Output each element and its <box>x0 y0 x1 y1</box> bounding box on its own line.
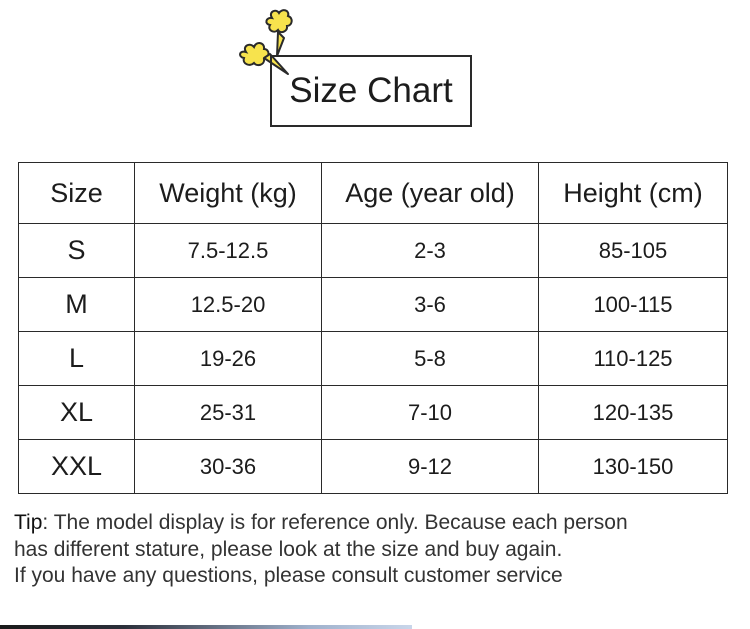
table-row: M 12.5-20 3-6 100-115 <box>18 277 728 332</box>
puff-cloud-icon <box>239 9 293 75</box>
tip-text-1: The model display is for reference only.… <box>53 511 628 534</box>
table-row: XL 25-31 7-10 120-135 <box>18 385 728 440</box>
page-title: Size Chart <box>289 71 453 110</box>
size-chart-title: Size Chart <box>270 55 472 127</box>
height-cell: 100-115 <box>538 277 728 332</box>
weight-cell: 7.5-12.5 <box>134 223 322 278</box>
size-cell: XXL <box>18 439 135 494</box>
column-header-weight: Weight (kg) <box>134 162 322 224</box>
age-cell: 5-8 <box>321 331 539 386</box>
height-cell: 130-150 <box>538 439 728 494</box>
height-cell: 110-125 <box>538 331 728 386</box>
weight-cell: 12.5-20 <box>134 277 322 332</box>
column-header-height: Height (cm) <box>538 162 728 224</box>
size-table: Size Weight (kg) Age (year old) Height (… <box>18 162 728 494</box>
table-row: L 19-26 5-8 110-125 <box>18 331 728 386</box>
age-cell: 7-10 <box>321 385 539 440</box>
tip-line-2: has different stature, please look at th… <box>14 537 563 561</box>
table-header-row: Size Weight (kg) Age (year old) Height (… <box>18 162 728 224</box>
height-cell: 120-135 <box>538 385 728 440</box>
weight-cell: 25-31 <box>134 385 322 440</box>
tip-line-3: If you have any questions, please consul… <box>14 564 563 587</box>
size-cell: M <box>18 277 135 332</box>
tip-line-1: Tip: The model display is for reference … <box>14 510 744 537</box>
size-cell: S <box>18 223 135 278</box>
column-header-age: Age (year old) <box>321 162 539 224</box>
tip-separator: : <box>42 511 54 534</box>
height-cell: 85-105 <box>538 223 728 278</box>
table-row: XXL 30-36 9-12 130-150 <box>18 439 728 494</box>
bottom-divider <box>0 625 412 629</box>
table-row: S 7.5-12.5 2-3 85-105 <box>18 223 728 278</box>
size-cell: XL <box>18 385 135 440</box>
tip-label: Tip <box>14 511 43 534</box>
weight-cell: 30-36 <box>134 439 322 494</box>
age-cell: 2-3 <box>321 223 539 278</box>
age-cell: 9-12 <box>321 439 539 494</box>
age-cell: 3-6 <box>321 277 539 332</box>
column-header-size: Size <box>18 162 135 224</box>
weight-cell: 19-26 <box>134 331 322 386</box>
size-cell: L <box>18 331 135 386</box>
tip-note: Tip: The model display is for reference … <box>14 510 744 590</box>
